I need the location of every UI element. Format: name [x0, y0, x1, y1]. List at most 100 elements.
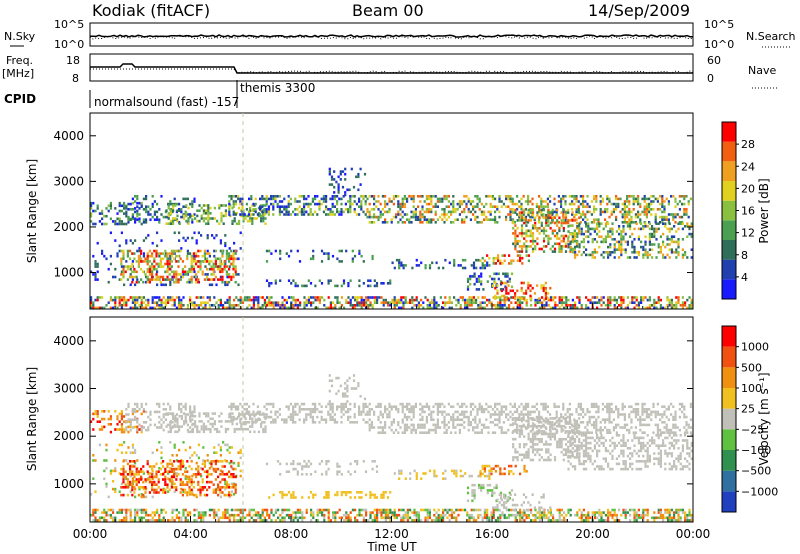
echo-cell: [580, 516, 583, 520]
echo-cell: [622, 301, 625, 304]
echo-cell: [582, 200, 585, 203]
echo-cell: [475, 508, 478, 512]
echo-cell: [213, 217, 216, 220]
echo-cell: [553, 247, 557, 251]
echo-cell: [213, 469, 216, 473]
echo-cell: [529, 229, 532, 233]
echo-cell: [312, 254, 315, 258]
echo-cell: [237, 519, 240, 522]
echo-cell: [202, 425, 205, 428]
echo-cell: [439, 296, 442, 299]
echo-cell: [402, 296, 405, 299]
echo-cell: [109, 217, 112, 221]
echo-cell: [662, 306, 665, 310]
echo-cell: [626, 205, 629, 208]
echo-cell: [120, 306, 123, 310]
echo-cell: [166, 465, 169, 468]
echo-cell: [202, 296, 205, 299]
echo-cell: [628, 202, 631, 206]
echo-cell: [631, 301, 634, 304]
echo-cell: [224, 487, 227, 491]
echo-cell: [187, 219, 190, 223]
echo-cell: [201, 273, 204, 276]
echo-cell: [224, 420, 227, 423]
echo-cell: [668, 519, 671, 522]
echo-cell: [170, 475, 173, 479]
echo-cell: [545, 229, 548, 233]
echo-cell: [398, 306, 401, 310]
power-heatmap-cells: [90, 167, 693, 310]
echo-cell: [131, 265, 134, 268]
echo-cell: [538, 519, 541, 522]
echo-cell: [156, 231, 159, 235]
echo-cell: [501, 511, 504, 514]
echo-cell: [219, 495, 222, 499]
echo-cell: [211, 508, 214, 512]
echo-cell: [607, 253, 610, 257]
echo-cell: [151, 473, 154, 476]
echo-cell: [357, 175, 360, 179]
echo-cell: [646, 253, 649, 257]
echo-cell: [481, 519, 484, 522]
echo-cell: [430, 210, 433, 214]
echo-cell: [677, 516, 680, 520]
echo-cell: [400, 261, 403, 265]
echo-cell: [228, 306, 231, 310]
echo-cell: [168, 252, 171, 255]
echo-cell: [146, 478, 149, 481]
echo-cell: [360, 513, 363, 517]
echo-cell: [151, 301, 154, 304]
echo-cell: [666, 298, 669, 302]
echo-cell: [267, 197, 270, 201]
echo-cell: [666, 516, 669, 520]
echo-cell: [567, 245, 570, 249]
echo-cell: [153, 480, 156, 484]
echo-cell: [207, 214, 210, 218]
echo-cell: [381, 195, 384, 198]
echo-cell: [232, 195, 235, 198]
echo-cell: [519, 301, 522, 304]
echo-cell: [303, 284, 306, 288]
echo-cell: [180, 402, 183, 406]
echo-cell: [654, 197, 657, 201]
echo-cell: [670, 213, 673, 216]
echo-cell: [340, 284, 343, 288]
echo-cell: [112, 487, 115, 491]
echo-cell: [197, 265, 200, 268]
echo-cell: [281, 210, 284, 214]
echo-cell: [607, 232, 610, 236]
echo-cell: [377, 208, 380, 211]
echo-cell: [463, 208, 466, 211]
echo-cell: [624, 513, 627, 517]
echo-cell: [170, 462, 173, 466]
echo-cell: [494, 218, 497, 221]
echo-cell: [365, 513, 368, 517]
nave-tick-top: 60: [707, 54, 721, 67]
echo-cell: [142, 280, 145, 284]
echo-cell: [562, 226, 565, 230]
echo-cell: [637, 251, 640, 254]
echo-cell: [200, 425, 203, 428]
echo-cell: [105, 257, 108, 261]
echo-cell: [386, 282, 390, 285]
echo-cell: [575, 208, 579, 212]
echo-cell: [214, 262, 217, 266]
colorbar-swatch: [722, 240, 736, 260]
echo-cell: [654, 215, 657, 219]
echo-cell: [176, 422, 179, 426]
echo-cell: [170, 260, 173, 263]
echo-cell: [609, 243, 612, 246]
echo-cell: [362, 260, 365, 263]
echo-cell: [151, 486, 154, 489]
echo-cell: [344, 172, 347, 176]
echo-cell: [527, 197, 530, 201]
echo-cell: [465, 195, 468, 198]
echo-cell: [316, 513, 319, 517]
echo-cell: [186, 252, 189, 255]
nave-label: Nave: [748, 64, 776, 77]
echo-cell: [472, 301, 475, 304]
echo-cell: [189, 511, 192, 514]
echo-cell: [419, 215, 422, 219]
echo-cell: [151, 467, 154, 471]
echo-cell: [101, 209, 104, 213]
